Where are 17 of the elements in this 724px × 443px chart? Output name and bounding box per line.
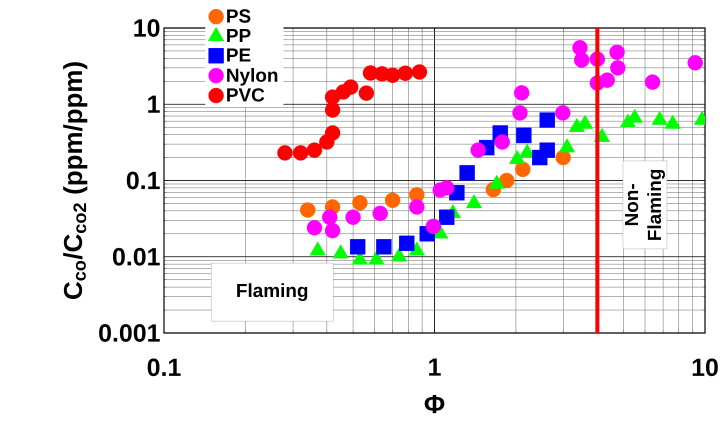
legend-label: Nylon xyxy=(227,68,278,86)
annotation: Non-Flaming xyxy=(624,170,665,240)
y-tick-label: 0.01 xyxy=(112,248,160,266)
y-tick-label: 0.1 xyxy=(126,172,160,190)
x-axis-title: Φ xyxy=(424,394,444,414)
legend-label: PVC xyxy=(227,88,264,102)
x-tick-label: 10 xyxy=(692,358,718,376)
legend-label: PP xyxy=(227,29,250,42)
y-axis-title: C$_{co}$/C$_{co2}$ (ppm/ppm) xyxy=(63,62,88,299)
y-tick-label: 0.001 xyxy=(99,324,160,342)
legend-label: PS xyxy=(227,9,250,23)
y-tick-label: 1 xyxy=(148,96,160,113)
y-tick-label: 10 xyxy=(134,19,160,37)
legend-label: PE xyxy=(227,48,250,62)
x-tick-label: 1 xyxy=(429,358,441,376)
annotation: Flaming xyxy=(237,283,308,301)
x-tick-label: 0.1 xyxy=(148,358,181,376)
